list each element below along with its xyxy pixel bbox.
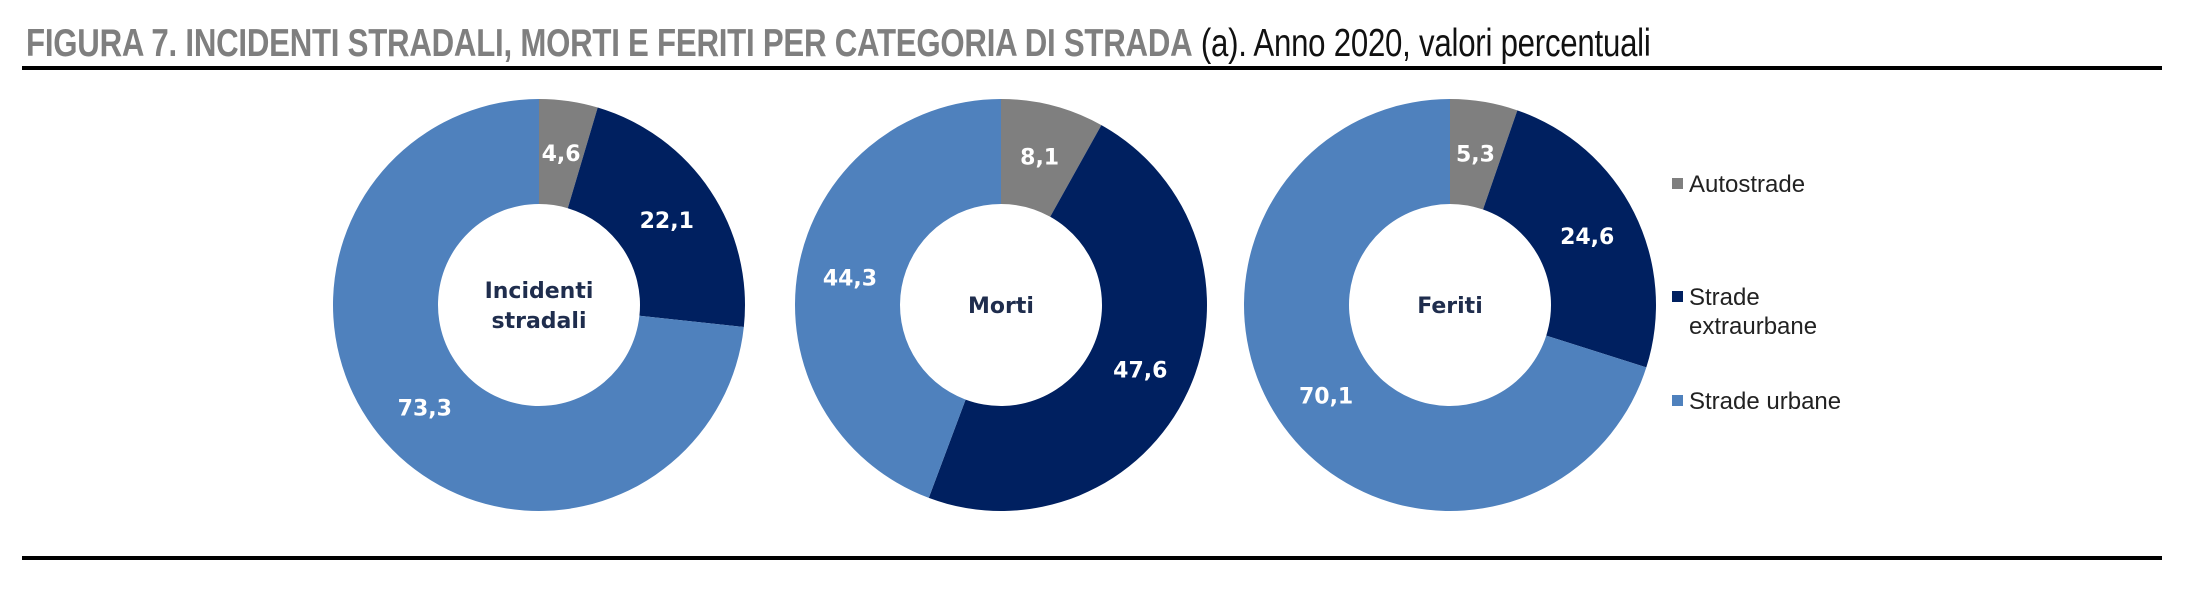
legend-swatch — [1672, 395, 1683, 407]
figure-title-subtitle: (a). Anno 2020, valori percentuali — [1192, 22, 1651, 65]
donut-slice-strade-urbane — [1243, 99, 1647, 512]
donut-center-label: Incidenti — [485, 279, 594, 304]
donut-center-label: stradali — [492, 309, 587, 334]
data-label: 8,1 — [1020, 145, 1059, 170]
donut-slice-strade-urbane — [332, 99, 744, 512]
figure-title: FIGURA 7. INCIDENTI STRADALI, MORTI E FE… — [26, 22, 1651, 66]
data-label: 24,6 — [1560, 225, 1614, 250]
donut-center-label: Feriti — [1417, 294, 1483, 319]
data-label: 73,3 — [398, 397, 452, 422]
legend-item-strade-extraurbane: Strade extraurbane — [1672, 283, 1817, 341]
data-label: 4,6 — [542, 142, 581, 167]
legend-label: Strade urbane — [1689, 388, 1842, 415]
bottom-rule — [22, 556, 2162, 560]
legend-label-line2: extraurbane — [1689, 313, 1818, 340]
donut-slice-strade-extraurbane — [928, 125, 1208, 512]
donut-slice-strade-extraurbane — [1483, 110, 1656, 368]
legend-item-strade-urbane: Strade urbane — [1672, 387, 1841, 416]
donut-slice-autostrade — [1001, 99, 1102, 217]
legend-swatch — [1672, 291, 1683, 303]
data-label: 5,3 — [1456, 143, 1495, 168]
data-label: 44,3 — [823, 267, 877, 292]
donut-slice-strade-urbane — [794, 99, 1001, 498]
data-label: 22,1 — [640, 209, 694, 234]
donut-slice-autostrade — [539, 99, 598, 209]
legend-swatch — [1672, 178, 1683, 190]
donut-slice-autostrade — [1450, 99, 1518, 210]
donut-slice-strade-extraurbane — [567, 107, 745, 327]
data-label: 47,6 — [1113, 358, 1167, 383]
figure-title-main: FIGURA 7. INCIDENTI STRADALI, MORTI E FE… — [26, 22, 1193, 65]
legend-label: Autostrade — [1689, 171, 1806, 198]
legend-item-autostrade: Autostrade — [1672, 170, 1805, 199]
top-rule — [22, 66, 2162, 70]
legend-label: Strade — [1689, 284, 1760, 311]
data-label: 70,1 — [1299, 385, 1353, 410]
donut-center-label: Morti — [968, 294, 1034, 319]
